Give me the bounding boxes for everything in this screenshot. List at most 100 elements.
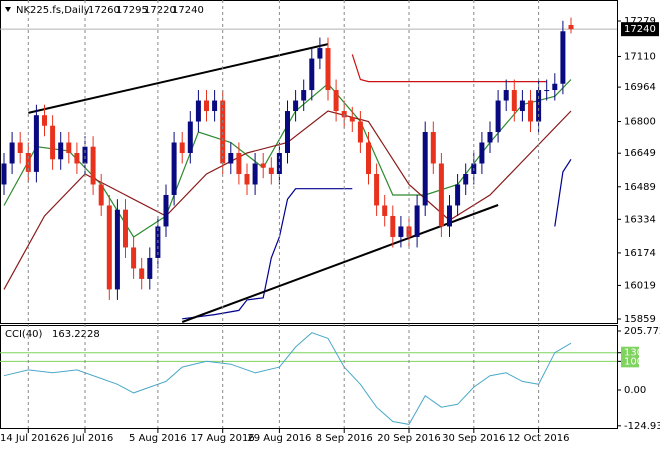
candle-body xyxy=(147,257,153,279)
x-tick-label: 20 Sep 2016 xyxy=(377,433,440,444)
candle-body xyxy=(82,146,88,164)
indicator-line xyxy=(3,332,572,425)
candle-body xyxy=(455,184,461,206)
candle-body xyxy=(90,146,96,185)
y-tick-label: 16800 xyxy=(624,117,656,128)
candle-body xyxy=(544,90,550,92)
candle-body xyxy=(430,132,436,164)
menu-arrow[interactable] xyxy=(5,7,11,12)
candle-body xyxy=(252,163,258,185)
candle-body xyxy=(42,115,47,126)
x-tick-label: 12 Oct 2016 xyxy=(508,433,570,444)
candle-body xyxy=(568,24,574,30)
candle-body xyxy=(268,167,274,174)
y-tick-label: 17110 xyxy=(624,51,656,62)
y-tick-label: 16489 xyxy=(624,182,656,193)
candle-body xyxy=(171,142,177,195)
ohlc-low: 17220 xyxy=(144,5,176,16)
y-tick-label: 16964 xyxy=(624,82,656,93)
candle-body xyxy=(285,111,290,153)
candle-body xyxy=(187,121,193,153)
candle-body xyxy=(179,142,185,153)
candle-body xyxy=(114,209,120,290)
y-tick-label: 16174 xyxy=(624,248,656,259)
candle-body xyxy=(390,215,396,237)
y-tick-label: 130 xyxy=(624,348,643,359)
candle-body xyxy=(139,268,145,279)
indicator-line xyxy=(351,54,547,83)
candle-body xyxy=(560,31,566,84)
indicator-line xyxy=(182,188,353,320)
candle-body xyxy=(1,163,7,185)
x-tick-label: 17 Aug 2016 xyxy=(191,433,255,444)
ohlc-open: 17260 xyxy=(88,5,120,16)
candle-body xyxy=(374,173,380,206)
price-pane xyxy=(0,0,618,324)
ohlc-close: 17240 xyxy=(172,5,204,16)
y-tick-label: 17279 xyxy=(624,16,656,27)
candle-body xyxy=(366,142,371,174)
y-tick-label: 100 xyxy=(624,356,643,367)
candle-body xyxy=(98,184,104,206)
cci-value: 163.2228 xyxy=(52,329,100,340)
y-tick-label: 16019 xyxy=(624,280,656,291)
candle-body xyxy=(66,142,72,153)
candle-body xyxy=(357,121,363,143)
candle-body xyxy=(382,205,388,216)
candle-body xyxy=(519,100,525,112)
y-tick-label: -124.933 xyxy=(624,421,660,432)
candle-body xyxy=(309,58,315,91)
candle-body xyxy=(438,163,444,227)
candle-body xyxy=(528,100,533,122)
candle-body xyxy=(163,194,169,227)
y-tick-label: 15859 xyxy=(624,314,656,325)
indicator-line xyxy=(554,158,572,227)
x-tick-label: 14 Jul 2016 xyxy=(0,433,57,444)
last-price-box xyxy=(621,22,659,37)
candle-body xyxy=(325,48,331,91)
candle-body xyxy=(50,125,56,160)
candle-body xyxy=(349,117,355,122)
candle-body xyxy=(244,173,250,185)
y-tick-label: 16649 xyxy=(624,148,656,159)
candle-body xyxy=(503,90,509,101)
level-box xyxy=(621,355,639,368)
candle-body xyxy=(195,100,201,122)
candle-body xyxy=(293,100,299,112)
candle-body xyxy=(260,163,266,168)
indicator-line xyxy=(181,204,499,323)
y-tick-label: 16334 xyxy=(624,214,656,225)
x-tick-label: 29 Aug 2016 xyxy=(247,433,311,444)
candle-body xyxy=(333,90,339,112)
candle-body xyxy=(74,153,80,164)
candle-body xyxy=(479,142,485,164)
candle-body xyxy=(511,90,517,112)
x-tick-label: 8 Sep 2016 xyxy=(316,433,373,444)
x-tick-label: 30 Sep 2016 xyxy=(442,433,505,444)
cci-plot xyxy=(0,332,617,425)
candle-body xyxy=(301,90,307,101)
candle-body xyxy=(447,205,452,227)
x-tick-label: 5 Aug 2016 xyxy=(129,433,187,444)
ohlc-high: 17295 xyxy=(116,5,148,16)
candle-body xyxy=(463,173,469,185)
candle-body xyxy=(414,205,420,237)
candle-body xyxy=(33,115,39,172)
candle-body xyxy=(212,100,218,112)
last-price-label: 17240 xyxy=(624,24,656,35)
candle-body xyxy=(123,209,128,248)
candle-body xyxy=(536,90,542,122)
candle-body xyxy=(495,100,501,133)
candle-body xyxy=(552,83,558,91)
candle-body xyxy=(236,153,242,174)
indicator-line xyxy=(28,43,329,114)
candle-body xyxy=(317,48,323,59)
candle-body xyxy=(487,132,493,143)
candle-body xyxy=(131,247,137,269)
cci-title: CCI(40) xyxy=(5,329,43,340)
x-tick-label: 26 Jul 2016 xyxy=(57,433,114,444)
candle-body xyxy=(17,142,23,153)
y-tick-label: 205.7728 xyxy=(624,326,660,337)
cci-pane xyxy=(0,325,618,429)
